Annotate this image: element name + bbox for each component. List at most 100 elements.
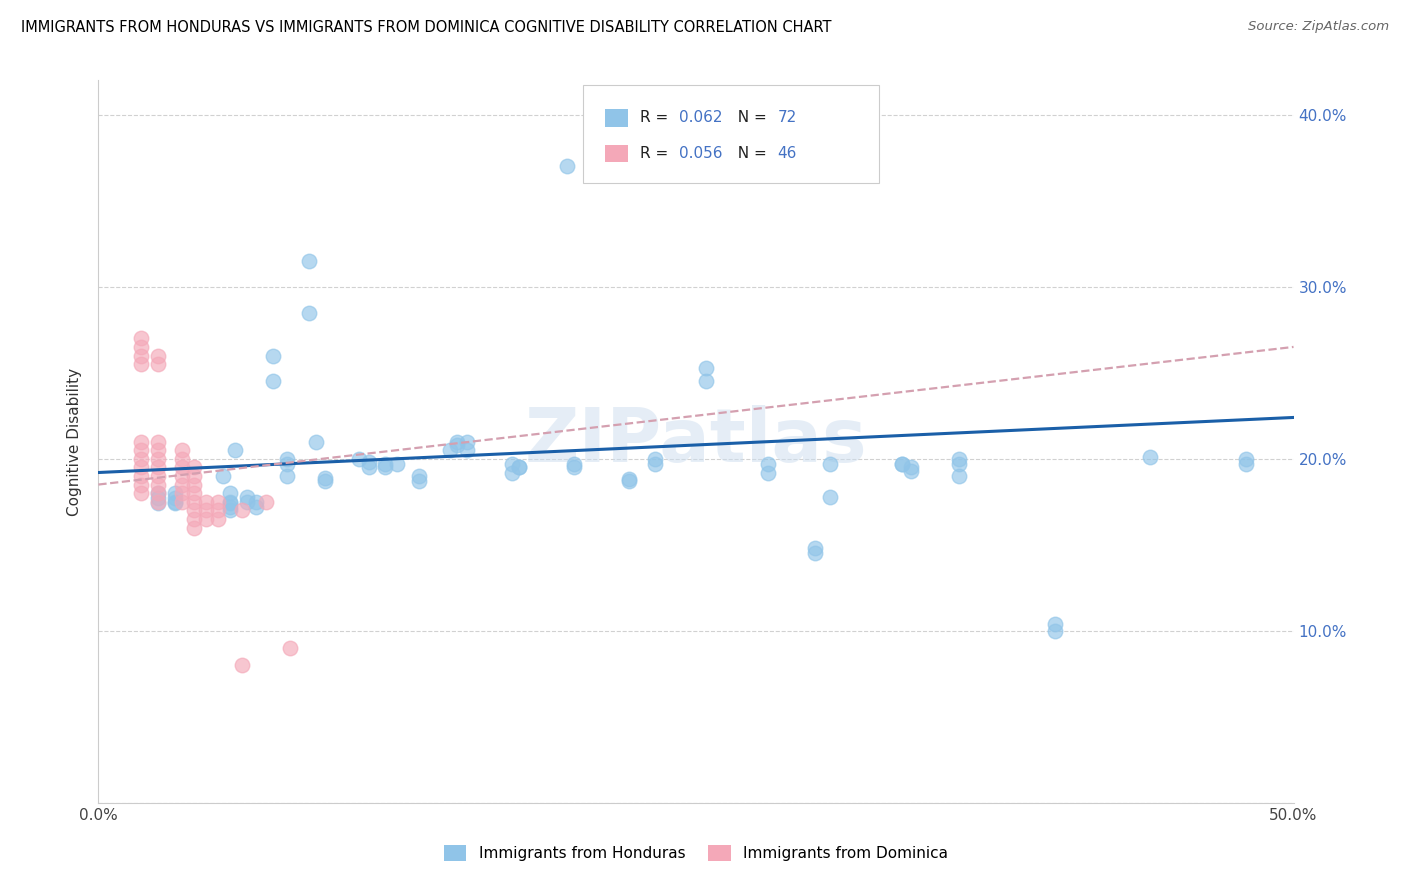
Point [195,512,218,526]
Point [131,357,153,371]
Point [756,466,779,480]
Point [818,457,841,471]
Text: 46: 46 [778,146,797,161]
Point [148,357,170,371]
Point [131,451,153,466]
Point [278,640,301,655]
Point [183,477,205,491]
Point [131,331,153,345]
Point [163,494,186,508]
Point [1139,450,1161,464]
Point [501,457,523,471]
Point [562,457,585,471]
Point [148,443,170,458]
Point [357,460,380,475]
Point [183,469,205,483]
Point [890,457,912,471]
Point [183,503,205,517]
Point [148,486,170,500]
Point [555,159,578,173]
Point [163,496,186,510]
Point [374,460,396,475]
Point [172,469,194,483]
Point [131,460,153,475]
Point [235,494,257,508]
Point [131,349,153,363]
Point [245,500,267,514]
Point [254,494,277,508]
Point [818,490,841,504]
Point [172,451,194,466]
Point [231,503,253,517]
Point [276,451,298,466]
Point [172,460,194,475]
Point [148,460,170,475]
Point [172,494,194,508]
Point [804,546,827,560]
Point [890,457,912,471]
Point [148,477,170,491]
Point [1234,457,1257,471]
Point [695,375,717,389]
Point [804,541,827,556]
Point [900,464,922,478]
Point [276,457,298,471]
Point [148,434,170,449]
Point [644,457,666,471]
Point [231,658,253,673]
Point [695,360,717,375]
Point [207,503,229,517]
Point [224,443,246,458]
Point [446,434,468,449]
Point [148,486,170,500]
Point [163,486,186,500]
Point [1043,624,1066,638]
Point [617,472,640,486]
Point [172,443,194,458]
Text: N =: N = [728,146,772,161]
Point [508,460,530,475]
Text: N =: N = [728,111,772,125]
Point [298,253,321,268]
Point [219,486,242,500]
Text: 0.056: 0.056 [679,146,723,161]
Point [148,496,170,510]
Point [172,477,194,491]
Text: R =: R = [640,146,673,161]
Text: 0.062: 0.062 [679,111,723,125]
Point [446,438,468,452]
Point [1234,451,1257,466]
Text: 72: 72 [778,111,797,125]
Point [948,451,970,466]
Point [408,469,430,483]
Point [131,340,153,354]
Point [148,491,170,506]
Y-axis label: Cognitive Disability: Cognitive Disability [67,368,83,516]
Point [644,451,666,466]
Point [235,490,257,504]
Point [756,457,779,471]
Point [385,457,409,471]
Point [219,494,242,508]
Point [131,477,153,491]
Point [374,457,396,471]
Legend: Immigrants from Honduras, Immigrants from Dominica: Immigrants from Honduras, Immigrants fro… [437,839,955,867]
Text: IMMIGRANTS FROM HONDURAS VS IMMIGRANTS FROM DOMINICA COGNITIVE DISABILITY CORREL: IMMIGRANTS FROM HONDURAS VS IMMIGRANTS F… [21,20,831,35]
Point [131,469,153,483]
Point [347,451,370,466]
Point [305,434,328,449]
Point [408,474,430,488]
Point [501,466,523,480]
Point [948,457,970,471]
Point [456,443,478,458]
Point [195,494,218,508]
Point [219,503,242,517]
Point [131,486,153,500]
Point [508,460,530,475]
Point [207,512,229,526]
Point [148,494,170,508]
Point [183,494,205,508]
Point [562,460,585,475]
Point [219,496,242,510]
Text: ZIPatlas: ZIPatlas [524,405,868,478]
